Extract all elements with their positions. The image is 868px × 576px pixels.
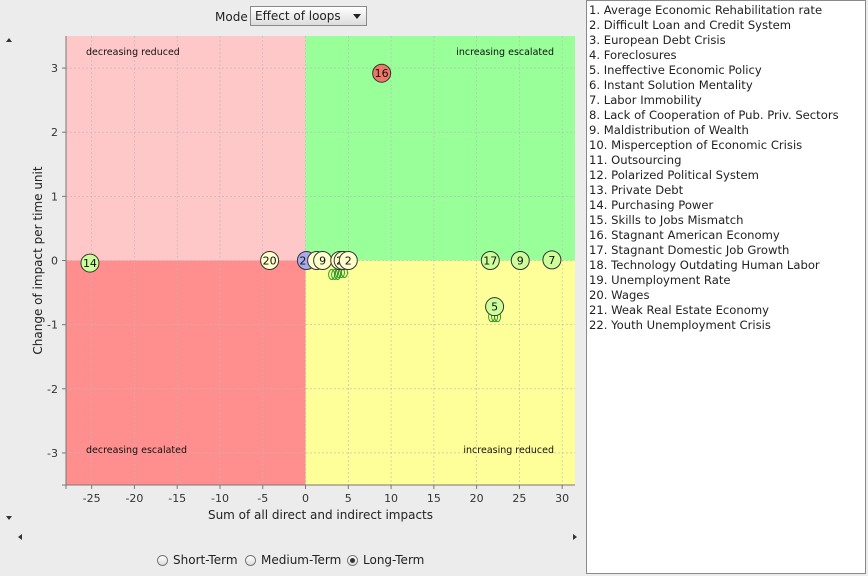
quadrant-bottom-left (66, 260, 306, 485)
data-point (542, 250, 562, 270)
scroll-up-icon[interactable] (6, 38, 12, 42)
quadrant-label: increasing escalated (456, 47, 554, 58)
scroll-right-icon[interactable] (573, 534, 577, 540)
radio-long-term[interactable]: Long-Term (347, 553, 424, 567)
scroll-left-icon[interactable] (18, 534, 22, 540)
quadrant-label: increasing reduced (463, 445, 554, 456)
data-point-label: 17 (483, 255, 497, 268)
loop-mark (331, 269, 339, 280)
legend-item[interactable]: 13. Private Debt (589, 183, 684, 197)
quadrant-label: decreasing escalated (86, 445, 187, 456)
y-tick-label: -1 (47, 319, 58, 332)
y-tick-label: 3 (51, 62, 58, 75)
legend-item[interactable]: 14. Purchasing Power (589, 198, 714, 212)
x-tick-label: 30 (555, 492, 569, 505)
scroll-down-icon[interactable] (6, 516, 12, 520)
x-axis-label: Sum of all direct and indirect impacts (208, 508, 433, 522)
y-tick-label: -2 (47, 383, 58, 396)
radio-label: Short-Term (173, 553, 238, 567)
legend-item[interactable]: 9. Maldistribution of Wealth (589, 123, 749, 137)
radio-short-term[interactable]: Short-Term (157, 553, 238, 567)
legend-item[interactable]: 18. Technology Outdating Human Labor (589, 258, 820, 272)
radio-button-selected-icon[interactable] (347, 555, 358, 566)
legend-item[interactable]: 16. Stagnant American Economy (589, 228, 780, 242)
data-point-label: 14 (83, 257, 97, 270)
radio-medium-term[interactable]: Medium-Term (245, 553, 341, 567)
data-point-label: 7 (548, 254, 555, 267)
legend-item[interactable]: 5. Ineffective Economic Policy (589, 63, 762, 77)
mode-dropdown[interactable]: Effect of loops (250, 6, 367, 26)
legend-item[interactable]: 10. Misperception of Economic Crisis (589, 138, 803, 152)
x-tick-label: 10 (384, 492, 398, 505)
y-axis-label: Change of impact per time unit (31, 166, 45, 354)
x-tick-label: 25 (512, 492, 526, 505)
mode-label: Mode (215, 10, 248, 24)
x-tick-label: -15 (168, 492, 186, 505)
legend-item[interactable]: 2. Difficult Loan and Credit System (589, 18, 792, 32)
data-point (260, 251, 280, 270)
scatter-chart: decreasing reduced increasing escalated de… (31, 36, 575, 522)
x-tick-label: 15 (427, 492, 441, 505)
quadrant-top-right (305, 36, 575, 261)
legend-item[interactable]: 4. Foreclosures (589, 48, 677, 62)
chart-panel: Mode Effect of loops decreasing reduced i… (3, 6, 581, 567)
y-tick-label: 1 (51, 190, 58, 203)
legend-item[interactable]: 22. Youth Unemployment Crisis (589, 318, 771, 332)
data-point (338, 251, 358, 270)
data-point (485, 297, 505, 317)
legend-item[interactable]: 19. Unemployment Rate (589, 273, 731, 287)
x-tick-label: -20 (125, 492, 143, 505)
radio-button-icon[interactable] (157, 555, 168, 566)
x-tick-label: 5 (345, 492, 352, 505)
x-tick-label: 0 (302, 492, 309, 505)
legend-item[interactable]: 20. Wages (589, 288, 650, 302)
y-tick-label: 2 (51, 126, 58, 139)
factor-legend-list: 1. Average Economic Rehabilitation rate 2… (586, 0, 866, 574)
radio-button-icon[interactable] (245, 555, 256, 566)
data-point-label: 2 (345, 255, 352, 268)
legend-item[interactable]: 7. Labor Immobility (589, 93, 702, 107)
legend-item[interactable]: 12. Polarized Political System (589, 168, 759, 182)
data-point (480, 251, 500, 270)
data-point (80, 253, 100, 273)
legend-item[interactable]: 8. Lack of Cooperation of Pub. Priv. Sec… (589, 108, 839, 122)
radio-label: Long-Term (363, 553, 425, 567)
chevron-down-icon (353, 14, 361, 19)
legend-item[interactable]: 11. Outsourcing (589, 153, 682, 167)
y-tick-label: -3 (47, 447, 58, 460)
data-point (510, 251, 530, 270)
x-tick-label: -10 (211, 492, 229, 505)
x-tick-label: -5 (257, 492, 268, 505)
data-point (372, 63, 392, 83)
quadrant-top-left (66, 36, 306, 261)
legend-item[interactable]: 15. Skills to Jobs Mismatch (589, 213, 744, 227)
data-point-label: 9 (319, 255, 326, 268)
radio-label: Medium-Term (261, 553, 342, 567)
vertical-scrollbar[interactable] (3, 34, 16, 524)
legend-item[interactable]: 1. Average Economic Rehabilitation rate (589, 3, 823, 17)
legend-item[interactable]: 17. Stagnant Domestic Job Growth (589, 243, 790, 257)
quadrant-bottom-right (305, 260, 575, 485)
horizontal-scrollbar[interactable] (16, 531, 581, 544)
y-tick-label: 0 (51, 255, 58, 268)
legend-item[interactable]: 6. Instant Solution Mentality (589, 78, 753, 92)
data-point-label: 20 (263, 255, 277, 268)
x-tick-label: 20 (470, 492, 484, 505)
legend-item[interactable]: 21. Weak Real Estate Economy (589, 303, 769, 317)
data-point-label: 9 (517, 255, 524, 268)
x-tick-label: -25 (83, 492, 101, 505)
data-point-label: 5 (491, 301, 498, 314)
quadrant-label: decreasing reduced (86, 47, 180, 58)
mode-selected-value: Effect of loops (255, 9, 341, 23)
legend-item[interactable]: 3. European Debt Crisis (589, 33, 726, 47)
data-point-label: 16 (375, 67, 389, 80)
